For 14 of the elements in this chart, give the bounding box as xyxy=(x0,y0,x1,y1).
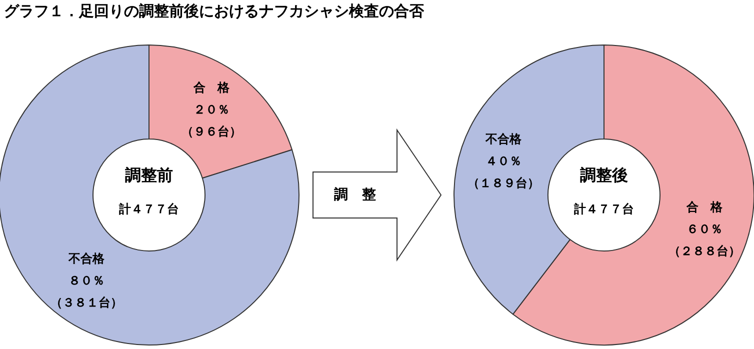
slice-label: 合 格 xyxy=(192,80,231,94)
chart-title: グラフ１．足回りの調整前後におけるナフカシャシ検査の合否 xyxy=(4,2,424,21)
text: 調整後 xyxy=(580,166,628,184)
data-label: ６０％（２８８台） xyxy=(668,222,740,258)
slice-label: 合 格 xyxy=(685,200,724,214)
text: 計４７７台 xyxy=(118,202,179,216)
text: 調 整 xyxy=(333,186,377,204)
data-label: ４０％（１８９台） xyxy=(468,154,540,190)
slice-label: 不合格 xyxy=(484,132,523,146)
slice-label: 不合格 xyxy=(67,252,106,266)
data-label: ２０％（９６台） xyxy=(182,102,242,138)
text: 計４７７台 xyxy=(573,202,634,216)
data-label: ８０％（３８１台） xyxy=(50,274,122,310)
text: 調整前 xyxy=(125,166,173,184)
